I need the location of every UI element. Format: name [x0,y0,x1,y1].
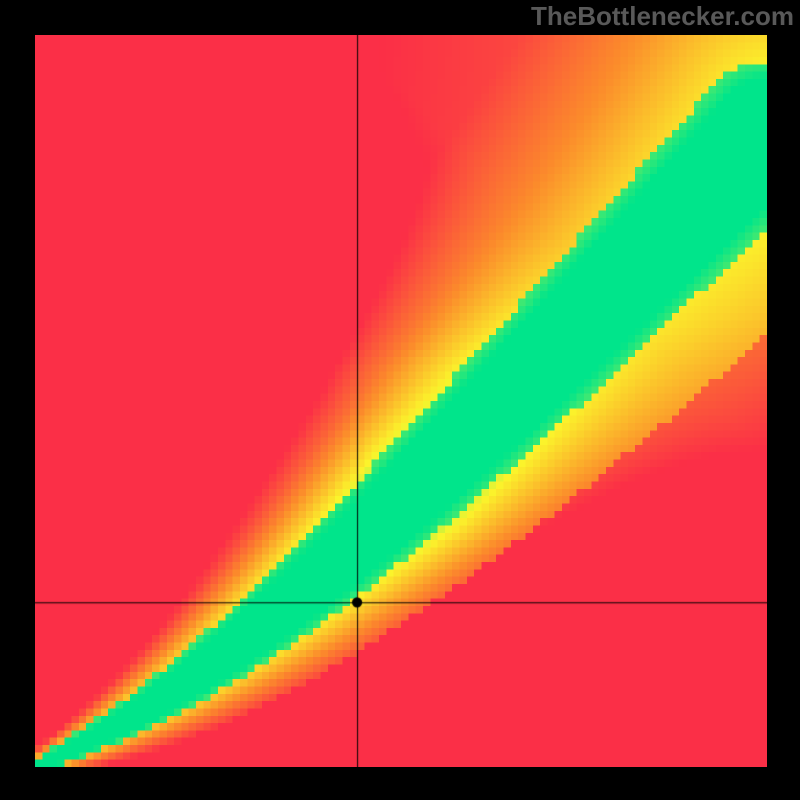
crosshair-overlay [35,35,767,767]
watermark-text: TheBottlenecker.com [531,1,794,32]
chart-container: TheBottlenecker.com [0,0,800,800]
